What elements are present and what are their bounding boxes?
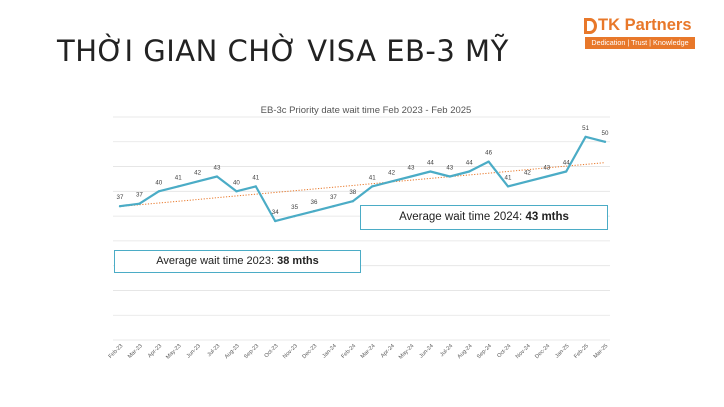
logo-name: TK Partners bbox=[598, 16, 692, 34]
x-tick-label: May-24 bbox=[398, 343, 415, 360]
data-label: 44 bbox=[466, 160, 473, 167]
data-point bbox=[312, 210, 316, 213]
data-label: 41 bbox=[175, 174, 182, 181]
data-label: 36 bbox=[311, 199, 318, 206]
data-label: 42 bbox=[524, 169, 531, 176]
data-label: 41 bbox=[252, 174, 259, 181]
data-label: 41 bbox=[369, 174, 376, 181]
x-tick-label: Oct-24 bbox=[496, 343, 512, 359]
data-point bbox=[545, 175, 548, 178]
x-tick-label: Apr-24 bbox=[380, 343, 396, 359]
callout-2023-value: 38 mths bbox=[277, 255, 319, 267]
data-point bbox=[332, 205, 335, 208]
callout-2024-text: Average wait time 2024: bbox=[399, 211, 526, 223]
data-label: 43 bbox=[408, 164, 415, 171]
data-label: 35 bbox=[291, 204, 298, 211]
x-tick-label: Feb-24 bbox=[340, 343, 357, 360]
x-tick-label: Feb-23 bbox=[108, 343, 125, 360]
x-tick-label: Aug-23 bbox=[224, 343, 241, 360]
data-point bbox=[468, 170, 471, 173]
callout-2023-text: Average wait time 2023: bbox=[156, 255, 278, 267]
data-label: 46 bbox=[485, 150, 492, 157]
x-tick-label: Apr-23 bbox=[147, 343, 163, 359]
callout-2024-value: 43 mths bbox=[525, 211, 569, 223]
data-label: 34 bbox=[272, 209, 279, 216]
x-tick-label: Dec-24 bbox=[534, 343, 551, 360]
x-tick-label: Jun-24 bbox=[418, 343, 434, 359]
data-point bbox=[506, 185, 510, 188]
logo-tagline: Dedication | Trust | Knowledge bbox=[585, 37, 695, 49]
data-point bbox=[526, 180, 529, 183]
data-point bbox=[196, 180, 199, 183]
data-point bbox=[351, 200, 354, 203]
x-tick-label: Mar-24 bbox=[360, 343, 377, 360]
data-point bbox=[177, 185, 180, 188]
data-point bbox=[215, 175, 219, 178]
x-tick-label: Dec-23 bbox=[301, 343, 318, 360]
data-point bbox=[487, 160, 490, 163]
data-point bbox=[293, 215, 296, 218]
trendline bbox=[119, 162, 606, 207]
x-tick-label: Nov-24 bbox=[515, 343, 532, 360]
data-label: 37 bbox=[117, 194, 124, 201]
data-point bbox=[157, 190, 160, 193]
data-label: 37 bbox=[136, 192, 143, 199]
data-point bbox=[565, 170, 568, 173]
data-label: 38 bbox=[349, 189, 356, 196]
x-tick-label: Nov-23 bbox=[282, 343, 299, 360]
data-label: 43 bbox=[446, 164, 453, 171]
data-point bbox=[584, 135, 587, 138]
callout-average-2024: Average wait time 2024: 43 mths bbox=[360, 205, 608, 230]
data-point bbox=[254, 185, 257, 188]
data-label: 37 bbox=[330, 194, 337, 201]
data-label: 42 bbox=[194, 169, 201, 176]
x-tick-label: Jun-23 bbox=[186, 343, 202, 359]
data-label: 44 bbox=[427, 160, 434, 167]
logo-d-icon bbox=[584, 18, 597, 34]
chart-title: EB-3c Priority date wait time Feb 2023 -… bbox=[261, 105, 472, 116]
data-point bbox=[390, 180, 393, 183]
x-tick-label: May-23 bbox=[165, 343, 182, 360]
x-tick-label: Jan-24 bbox=[321, 343, 337, 359]
data-point bbox=[138, 202, 141, 205]
x-tick-labels-layer: Feb-23 Mar-23 Apr-23 May-23 Jun-23 Jul-23 Aug-… bbox=[108, 343, 610, 360]
slide-title: THỜI GIAN CHỜ VISA EB-3 MỸ bbox=[57, 34, 509, 68]
data-label: 44 bbox=[563, 160, 570, 167]
data-point bbox=[118, 205, 122, 208]
x-tick-label: Jan-25 bbox=[554, 343, 570, 359]
data-labels-layer: 37 37 40 41 42 43 40 41 34 35 36 37 38 41 42 43 44 43 44 46… bbox=[117, 125, 609, 223]
data-label: 40 bbox=[155, 179, 162, 186]
x-tick-label: Feb-25 bbox=[573, 343, 590, 360]
x-tick-label: Aug-24 bbox=[457, 343, 474, 360]
callout-average-2023: Average wait time 2023: 38 mths bbox=[114, 250, 361, 273]
x-tick-label: Mar-23 bbox=[127, 343, 144, 360]
data-point bbox=[603, 140, 607, 143]
x-tick-label: Sep-24 bbox=[476, 343, 493, 360]
data-point bbox=[409, 175, 413, 178]
x-tick-label: Mar-25 bbox=[593, 343, 610, 360]
data-label: 43 bbox=[214, 164, 221, 171]
data-label: 42 bbox=[388, 169, 395, 176]
data-label: 40 bbox=[233, 179, 240, 186]
data-point bbox=[371, 185, 374, 188]
series-layer bbox=[118, 135, 607, 223]
data-label: 50 bbox=[602, 130, 609, 137]
data-label: 43 bbox=[543, 164, 550, 171]
x-tick-label: Jul-24 bbox=[439, 343, 454, 358]
x-tick-label: Oct-23 bbox=[263, 343, 279, 359]
data-point bbox=[448, 175, 451, 178]
data-point bbox=[274, 219, 277, 223]
series-line bbox=[118, 135, 607, 223]
data-point bbox=[235, 190, 238, 193]
x-tick-label: Sep-23 bbox=[243, 343, 260, 360]
x-tick-label: Jul-23 bbox=[206, 343, 221, 358]
data-label: 41 bbox=[505, 174, 512, 181]
data-label: 51 bbox=[582, 125, 589, 132]
data-point bbox=[429, 170, 432, 173]
trendline-layer bbox=[119, 162, 606, 207]
